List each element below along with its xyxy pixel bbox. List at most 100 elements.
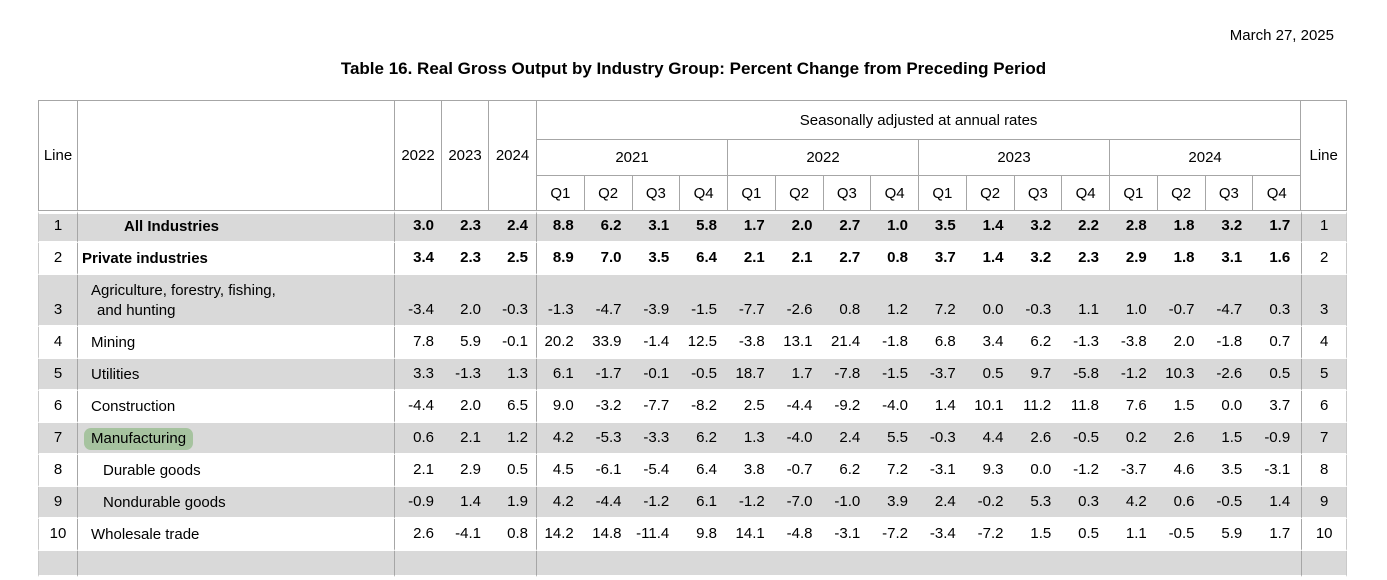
quarter-value-cell[interactable]: -3.8 xyxy=(728,327,776,359)
quarter-value-cell[interactable]: 4.6 xyxy=(1157,455,1206,487)
quarter-value-cell[interactable]: -0.5 xyxy=(680,359,728,391)
quarter-value-cell[interactable]: -1.3 xyxy=(537,275,585,327)
industry-name-cell[interactable]: Nondurable goods xyxy=(78,487,395,519)
quarter-value-cell[interactable]: -5.3 xyxy=(584,423,633,455)
quarter-value-cell[interactable]: 1.4 xyxy=(919,391,967,423)
quarter-value-cell[interactable]: -0.1 xyxy=(632,359,681,391)
quarter-value-cell[interactable]: 3.2 xyxy=(1014,243,1063,275)
quarter-value-cell[interactable]: 5.8 xyxy=(680,211,728,243)
quarter-value-cell[interactable]: 1.6 xyxy=(1253,243,1302,275)
annual-value-cell[interactable]: -0.1 xyxy=(489,327,537,359)
quarter-value-cell[interactable]: 0.5 xyxy=(1253,359,1302,391)
quarter-value-cell[interactable]: 2.1 xyxy=(728,243,776,275)
quarter-value-cell[interactable]: 11.2 xyxy=(1014,391,1063,423)
quarter-value-cell[interactable]: 13.1 xyxy=(775,327,824,359)
quarter-value-cell[interactable]: 1.7 xyxy=(775,359,824,391)
quarter-value-cell[interactable] xyxy=(1014,551,1063,577)
quarter-value-cell[interactable]: 5.5 xyxy=(871,423,919,455)
quarter-value-cell[interactable]: 0.8 xyxy=(823,275,872,327)
quarter-value-cell[interactable]: 0.5 xyxy=(966,359,1015,391)
quarter-value-cell[interactable]: 18.7 xyxy=(728,359,776,391)
quarter-value-cell[interactable]: 1.1 xyxy=(1110,519,1158,551)
quarter-value-cell[interactable]: 6.2 xyxy=(823,455,872,487)
quarter-value-cell[interactable]: -2.6 xyxy=(775,275,824,327)
annual-value-cell[interactable]: 1.2 xyxy=(489,423,537,455)
annual-value-cell[interactable]: 6.5 xyxy=(489,391,537,423)
quarter-value-cell[interactable]: 1.5 xyxy=(1157,391,1206,423)
quarter-value-cell[interactable]: 2.6 xyxy=(1014,423,1063,455)
quarter-value-cell[interactable]: 2.6 xyxy=(1157,423,1206,455)
quarter-value-cell[interactable]: 20.2 xyxy=(537,327,585,359)
industry-name-cell[interactable]: Wholesale trade xyxy=(78,519,395,551)
quarter-value-cell[interactable]: -0.7 xyxy=(775,455,824,487)
quarter-value-cell[interactable]: 1.8 xyxy=(1157,243,1206,275)
annual-value-cell[interactable]: 1.4 xyxy=(442,487,489,519)
quarter-value-cell[interactable]: -3.2 xyxy=(584,391,633,423)
quarter-value-cell[interactable]: 10.3 xyxy=(1157,359,1206,391)
quarter-value-cell[interactable]: 6.4 xyxy=(680,455,728,487)
annual-value-cell[interactable]: 7.8 xyxy=(395,327,442,359)
annual-value-cell[interactable]: -4.1 xyxy=(442,519,489,551)
quarter-value-cell[interactable]: 3.2 xyxy=(1205,211,1254,243)
quarter-value-cell[interactable]: -1.7 xyxy=(584,359,633,391)
quarter-value-cell[interactable]: -7.8 xyxy=(823,359,872,391)
quarter-value-cell[interactable]: -7.2 xyxy=(966,519,1015,551)
quarter-value-cell[interactable]: 5.3 xyxy=(1014,487,1063,519)
quarter-value-cell[interactable]: 3.8 xyxy=(728,455,776,487)
quarter-value-cell[interactable]: -7.0 xyxy=(775,487,824,519)
quarter-value-cell[interactable]: -1.2 xyxy=(632,487,681,519)
quarter-value-cell[interactable] xyxy=(1205,551,1254,577)
annual-value-cell[interactable]: 0.5 xyxy=(489,455,537,487)
quarter-value-cell[interactable]: 1.4 xyxy=(966,243,1015,275)
quarter-value-cell[interactable]: 7.2 xyxy=(919,275,967,327)
quarter-value-cell[interactable]: 3.7 xyxy=(1253,391,1302,423)
quarter-value-cell[interactable]: -4.7 xyxy=(1205,275,1254,327)
quarter-value-cell[interactable]: 3.5 xyxy=(919,211,967,243)
quarter-value-cell[interactable]: 0.0 xyxy=(966,275,1015,327)
quarter-value-cell[interactable]: 4.4 xyxy=(966,423,1015,455)
quarter-value-cell[interactable]: 14.8 xyxy=(584,519,633,551)
quarter-value-cell[interactable]: 2.9 xyxy=(1110,243,1158,275)
quarter-value-cell[interactable]: 0.2 xyxy=(1110,423,1158,455)
quarter-value-cell[interactable]: -0.7 xyxy=(1157,275,1206,327)
quarter-value-cell[interactable] xyxy=(1157,551,1206,577)
quarter-value-cell[interactable]: -7.7 xyxy=(728,275,776,327)
quarter-value-cell[interactable]: -4.0 xyxy=(775,423,824,455)
quarter-value-cell[interactable]: -0.5 xyxy=(1205,487,1254,519)
quarter-value-cell[interactable]: 0.0 xyxy=(1205,391,1254,423)
quarter-value-cell[interactable]: 3.4 xyxy=(966,327,1015,359)
quarter-value-cell[interactable]: 3.1 xyxy=(632,211,681,243)
quarter-value-cell[interactable]: 3.9 xyxy=(871,487,919,519)
quarter-value-cell[interactable]: 1.8 xyxy=(1157,211,1206,243)
quarter-value-cell[interactable]: 0.6 xyxy=(1157,487,1206,519)
annual-value-cell[interactable]: 2.1 xyxy=(442,423,489,455)
quarter-value-cell[interactable] xyxy=(728,551,776,577)
quarter-value-cell[interactable]: -9.2 xyxy=(823,391,872,423)
quarter-value-cell[interactable]: 11.8 xyxy=(1062,391,1110,423)
quarter-value-cell[interactable] xyxy=(823,551,872,577)
quarter-value-cell[interactable]: -3.1 xyxy=(1253,455,1302,487)
annual-value-cell[interactable]: 2.9 xyxy=(442,455,489,487)
quarter-value-cell[interactable]: 2.5 xyxy=(728,391,776,423)
quarter-value-cell[interactable] xyxy=(1110,551,1158,577)
quarter-value-cell[interactable]: -3.7 xyxy=(919,359,967,391)
quarter-value-cell[interactable]: 1.7 xyxy=(1253,211,1302,243)
quarter-value-cell[interactable]: 2.7 xyxy=(823,243,872,275)
quarter-value-cell[interactable]: 0.8 xyxy=(871,243,919,275)
annual-value-cell[interactable]: 2.6 xyxy=(395,519,442,551)
industry-name-cell[interactable]: Private industries xyxy=(78,243,395,275)
quarter-value-cell[interactable]: 3.5 xyxy=(1205,455,1254,487)
quarter-value-cell[interactable]: -1.4 xyxy=(632,327,681,359)
annual-value-cell[interactable] xyxy=(395,551,442,577)
quarter-value-cell[interactable]: 0.7 xyxy=(1253,327,1302,359)
quarter-value-cell[interactable]: 1.5 xyxy=(1014,519,1063,551)
industry-name-cell[interactable] xyxy=(78,551,395,577)
annual-value-cell[interactable]: 3.0 xyxy=(395,211,442,243)
quarter-value-cell[interactable]: -0.2 xyxy=(966,487,1015,519)
quarter-value-cell[interactable]: 0.5 xyxy=(1062,519,1110,551)
quarter-value-cell[interactable]: -1.2 xyxy=(1110,359,1158,391)
quarter-value-cell[interactable]: -8.2 xyxy=(680,391,728,423)
industry-name-cell[interactable]: Durable goods xyxy=(78,455,395,487)
quarter-value-cell[interactable]: 1.0 xyxy=(1110,275,1158,327)
quarter-value-cell[interactable]: 1.2 xyxy=(871,275,919,327)
